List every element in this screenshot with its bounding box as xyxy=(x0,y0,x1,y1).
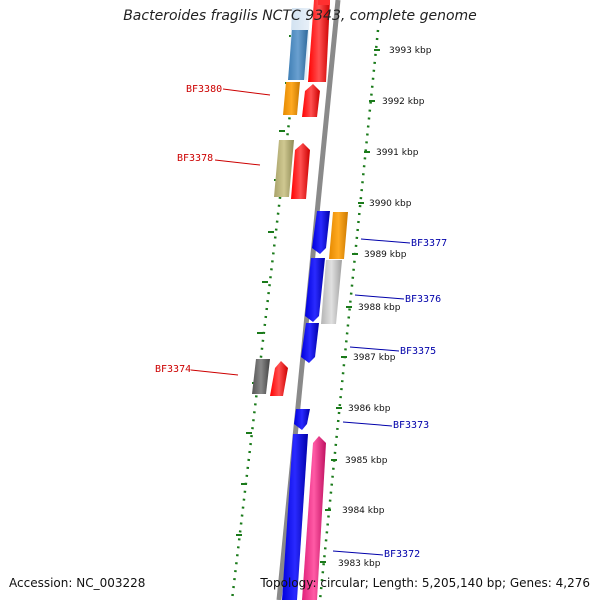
gene-red-arrow xyxy=(302,84,320,117)
gene-red-top xyxy=(308,0,330,82)
leader-line xyxy=(190,369,239,376)
gene-label-bf3377: BF3377 xyxy=(411,238,447,249)
gene-blue-arrow xyxy=(294,409,310,430)
ruler-label: 3991 kbp xyxy=(376,148,419,158)
gene-label-bf3375: BF3375 xyxy=(400,346,436,357)
ruler-label: 3986 kbp xyxy=(348,404,391,414)
gene-red-arrow xyxy=(291,143,310,199)
ruler-label: 3988 kbp xyxy=(358,303,401,313)
gene-label-bf3378: BF3378 xyxy=(177,153,213,164)
left-gene-labels: BF3380 BF3378 BF3374 xyxy=(155,84,271,376)
leader-line xyxy=(360,238,411,244)
gene-label-bf3372: BF3372 xyxy=(384,549,420,560)
gene-blue-long xyxy=(282,434,308,600)
gene-red-topcap xyxy=(318,0,330,5)
accession-label: Accession: NC_003228 xyxy=(9,576,146,590)
ruler-label: 3985 kbp xyxy=(345,456,388,466)
gene-silver xyxy=(321,260,342,324)
gene-label-bf3380: BF3380 xyxy=(186,84,222,95)
gene-khaki xyxy=(274,140,294,197)
leader-line xyxy=(214,159,261,166)
gene-blue-arrow xyxy=(305,258,325,322)
gene-orange xyxy=(283,82,300,115)
right-gene-labels: BF3377 BF3376 BF3375 BF3373 BF3372 xyxy=(332,238,447,560)
topology-label: Topology: circular; Length: 5,205,140 bp… xyxy=(260,576,590,590)
leader-line xyxy=(349,346,400,352)
ruler-label: 3990 kbp xyxy=(369,199,412,209)
gene-darkgrey xyxy=(252,359,270,394)
map-title: Bacteroides fragilis NCTC 9343, complete… xyxy=(123,8,477,24)
ruler-label: 3992 kbp xyxy=(382,97,425,107)
gene-label-bf3373: BF3373 xyxy=(393,420,429,431)
ruler-label: 3993 kbp xyxy=(389,46,432,56)
leader-line xyxy=(222,88,271,96)
ruler-label: 3987 kbp xyxy=(353,353,396,363)
gene-pink-arrow xyxy=(302,436,326,600)
leader-line xyxy=(332,550,384,556)
leader-line xyxy=(354,294,405,300)
gene-label-bf3374: BF3374 xyxy=(155,364,191,375)
gene-red-arrow xyxy=(270,361,288,396)
leader-line xyxy=(342,421,393,427)
gene-blue-arrow xyxy=(312,211,330,254)
right-ruler-ticks xyxy=(320,49,380,563)
gene-steelblue xyxy=(288,30,308,80)
gene-blue-arrow xyxy=(301,323,319,363)
ruler-label: 3983 kbp xyxy=(338,559,381,569)
ruler-label: 3984 kbp xyxy=(342,506,385,516)
ruler-label: 3989 kbp xyxy=(364,250,407,260)
gene-orange xyxy=(329,212,348,259)
gene-label-bf3376: BF3376 xyxy=(405,294,441,305)
gene-features xyxy=(252,0,348,600)
